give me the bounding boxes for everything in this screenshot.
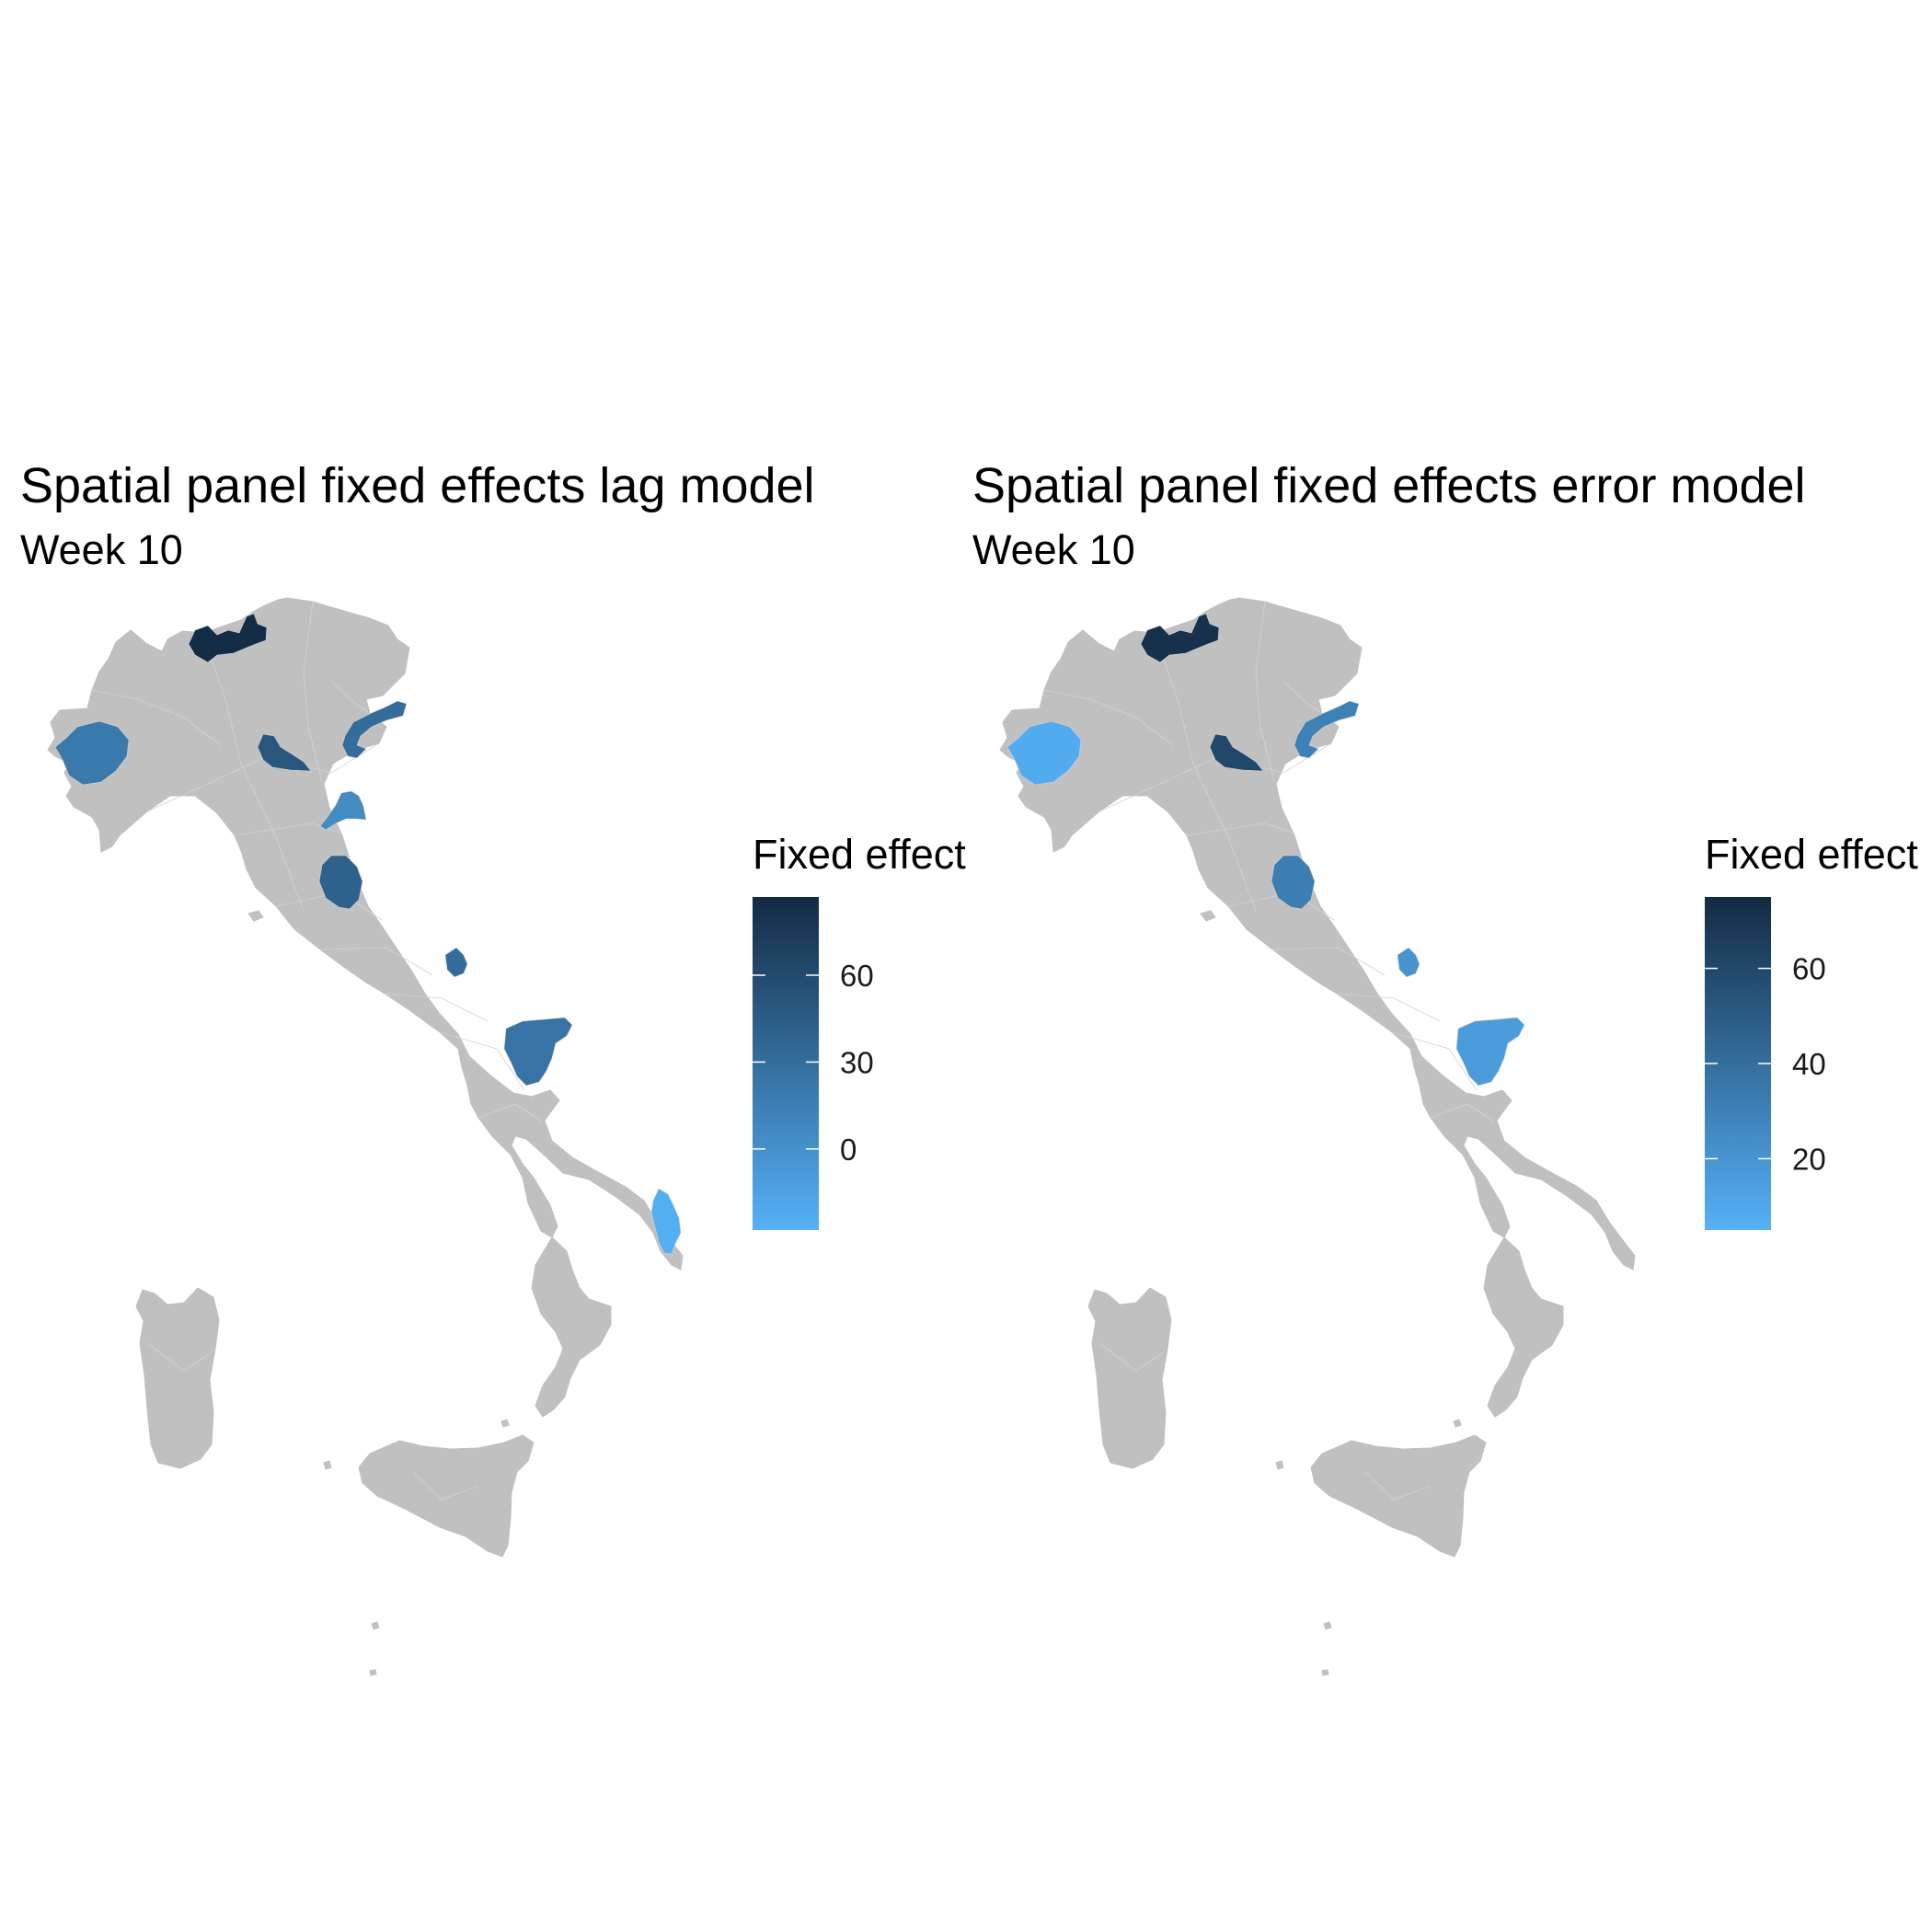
region-adriatic-delta-province[interactable]: [319, 790, 367, 831]
legend-ticks: 0 30 60: [753, 959, 874, 1167]
province-border: [201, 632, 305, 912]
legend-tick-label: 20: [1792, 1142, 1826, 1176]
land-mainland-peninsula: [47, 597, 684, 1271]
panel-subtitle: Week 10: [972, 526, 1135, 573]
province-border: [1186, 822, 1294, 836]
region-central-adriatic-province[interactable]: [1397, 947, 1420, 978]
land-mainland-peninsula: [999, 597, 1636, 1271]
legend-tick-label: 60: [1792, 952, 1826, 986]
province-border: [330, 680, 371, 714]
land-calabria: [1483, 1236, 1564, 1418]
province-border: [1098, 1342, 1165, 1372]
legend-tick-label: 30: [840, 1045, 874, 1079]
region-south-east-plain-province[interactable]: [1455, 1017, 1525, 1087]
region-central-inland-province[interactable]: [318, 855, 363, 910]
land-sicily: [1310, 1434, 1487, 1558]
province-border: [1430, 1103, 1496, 1123]
land-sicily: [358, 1434, 535, 1558]
province-border: [1271, 947, 1386, 976]
province-border: [413, 1471, 479, 1501]
legend-tick-label: 40: [1792, 1047, 1826, 1081]
province-border: [234, 822, 341, 836]
land-calabria: [531, 1236, 612, 1418]
region-heel-tip-province[interactable]: [650, 1188, 682, 1255]
color-legend: Fixed effect 20 40 60: [1705, 831, 1918, 1236]
legend-tick-label: 60: [840, 959, 874, 993]
region-central-adriatic-province[interactable]: [444, 947, 468, 978]
region-north-east-coastal-province[interactable]: [1294, 700, 1360, 759]
land-pantelleria: [371, 1621, 380, 1630]
land-pantelleria: [1323, 1621, 1332, 1630]
province-border: [91, 689, 222, 746]
province-border: [477, 1103, 544, 1123]
region-north-west-province[interactable]: [1006, 720, 1082, 786]
region-north-lake-province[interactable]: [1140, 613, 1220, 663]
land-aeolian-islands: [1453, 1419, 1462, 1428]
land-sardinia: [1087, 1287, 1172, 1469]
land-sicily-west-islet: [1275, 1460, 1284, 1470]
province-border: [146, 1342, 213, 1372]
italy-map: [999, 597, 1636, 1676]
province-border: [1365, 1471, 1432, 1501]
legend-tick-label: 0: [840, 1133, 857, 1167]
map-panel-error: Spatial panel fixed effects error model …: [952, 0, 1918, 1932]
map-panel-lag: Spatial panel fixed effects lag model We…: [0, 0, 966, 1932]
legend-colorbar: [753, 897, 819, 1230]
province-border: [1154, 632, 1257, 912]
legend-ticks: 20 40 60: [1705, 952, 1826, 1176]
region-south-east-plain-province[interactable]: [503, 1017, 573, 1087]
province-border: [439, 1031, 525, 1091]
province-border: [1043, 689, 1174, 746]
land-lampedusa: [1321, 1669, 1329, 1676]
province-border: [303, 601, 323, 783]
province-border: [384, 993, 489, 1022]
panel-title: Spatial panel fixed effects lag model: [20, 458, 815, 513]
color-legend: Fixed effect 0 30 60: [753, 831, 966, 1236]
region-central-inland-province[interactable]: [1271, 855, 1316, 910]
land-sicily-west-islet: [323, 1460, 332, 1470]
province-border: [1282, 680, 1323, 714]
panel-title: Spatial panel fixed effects error model: [972, 458, 1806, 513]
region-north-east-coastal-province[interactable]: [341, 700, 408, 759]
italy-map: [47, 597, 684, 1676]
region-north-lake-province[interactable]: [188, 613, 268, 663]
region-north-west-province[interactable]: [54, 720, 130, 786]
province-border: [1255, 601, 1275, 783]
panel-subtitle: Week 10: [20, 526, 183, 573]
province-border: [319, 947, 433, 976]
land-elba: [1200, 910, 1216, 922]
province-border: [1391, 1031, 1478, 1091]
land-aeolian-islands: [500, 1419, 510, 1428]
legend-title: Fixed effect: [753, 831, 966, 878]
land-elba: [247, 910, 264, 922]
land-sardinia: [135, 1287, 220, 1469]
land-lampedusa: [369, 1669, 377, 1676]
region-po-valley-province[interactable]: [1209, 733, 1264, 772]
legend-title: Fixed effect: [1705, 831, 1918, 878]
province-border: [1336, 993, 1441, 1022]
region-po-valley-province[interactable]: [257, 733, 312, 772]
